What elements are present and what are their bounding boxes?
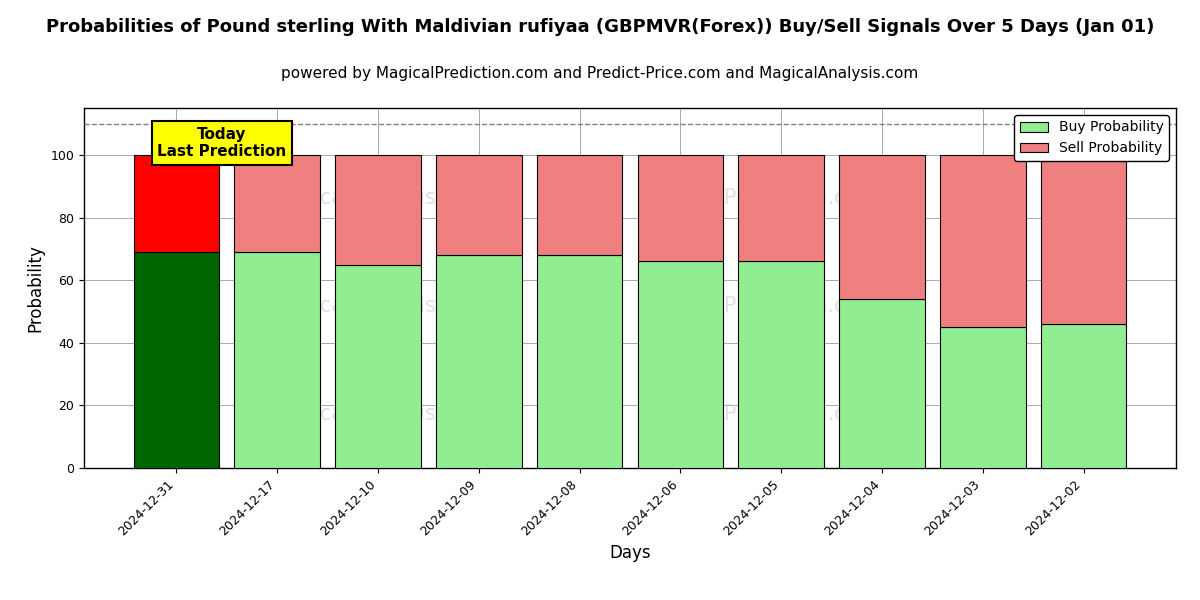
Bar xyxy=(234,155,320,252)
Bar xyxy=(940,155,1026,327)
Bar xyxy=(738,262,824,468)
Text: Probabilities of Pound sterling With Maldivian rufiyaa (GBPMVR(Forex)) Buy/Sell : Probabilities of Pound sterling With Mal… xyxy=(46,18,1154,36)
Bar xyxy=(436,255,522,468)
Text: MagicalPrediction.com: MagicalPrediction.com xyxy=(643,404,878,424)
Bar xyxy=(839,299,925,468)
Text: MagicalPrediction.com: MagicalPrediction.com xyxy=(643,188,878,208)
Bar xyxy=(637,155,724,262)
Legend: Buy Probability, Sell Probability: Buy Probability, Sell Probability xyxy=(1014,115,1169,161)
Y-axis label: Probability: Probability xyxy=(26,244,44,332)
Bar xyxy=(637,262,724,468)
Bar xyxy=(1040,155,1127,324)
Text: Today
Last Prediction: Today Last Prediction xyxy=(157,127,287,159)
Bar xyxy=(536,255,623,468)
Text: MagicalAnalysis.com: MagicalAnalysis.com xyxy=(270,188,487,208)
Text: MagicalAnalysis.com: MagicalAnalysis.com xyxy=(270,296,487,316)
Bar xyxy=(536,155,623,255)
Bar xyxy=(335,265,421,468)
Bar xyxy=(940,327,1026,468)
Bar xyxy=(133,252,220,468)
Bar xyxy=(133,155,220,252)
Bar xyxy=(335,155,421,265)
Bar xyxy=(839,155,925,299)
Bar xyxy=(738,155,824,262)
Text: MagicalAnalysis.com: MagicalAnalysis.com xyxy=(270,404,487,424)
Bar xyxy=(1040,324,1127,468)
Bar xyxy=(436,155,522,255)
Bar xyxy=(234,252,320,468)
Text: MagicalPrediction.com: MagicalPrediction.com xyxy=(643,296,878,316)
Text: powered by MagicalPrediction.com and Predict-Price.com and MagicalAnalysis.com: powered by MagicalPrediction.com and Pre… xyxy=(281,66,919,81)
X-axis label: Days: Days xyxy=(610,544,650,562)
